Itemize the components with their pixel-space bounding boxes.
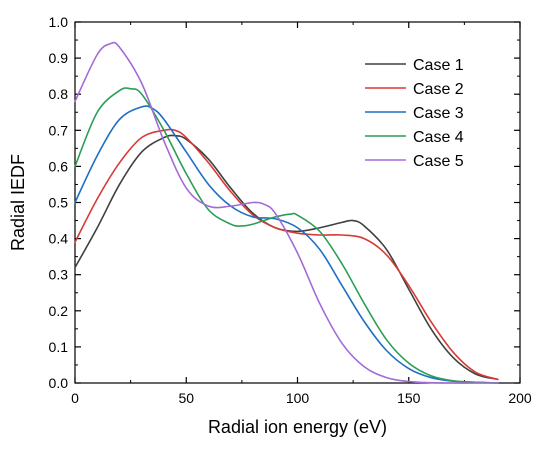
y-tick-label: 0.9 <box>49 50 69 66</box>
y-tick-label: 0.2 <box>49 303 69 319</box>
y-tick-label: 0.4 <box>49 231 69 247</box>
y-tick-label: 0.3 <box>49 267 69 283</box>
series-line-2 <box>74 128 499 381</box>
y-tick-label: 0.0 <box>49 375 69 391</box>
legend-label-1: Case 1 <box>413 57 464 74</box>
x-axis: 0 50 100 150 200 <box>71 22 532 406</box>
series-line-5 <box>74 41 499 384</box>
legend-label-3: Case 3 <box>413 105 464 122</box>
x-tick-label: 100 <box>286 390 310 406</box>
legend-label-5: Case 5 <box>413 153 464 170</box>
x-tick-label: 50 <box>178 390 194 406</box>
y-tick-label: 0.7 <box>49 122 69 138</box>
y-tick-label: 0.1 <box>49 339 69 355</box>
x-tick-label: 0 <box>71 390 79 406</box>
series-layer <box>74 41 499 384</box>
x-tick-label: 200 <box>508 390 532 406</box>
legend: Case 1 Case 2 Case 3 Case 4 Case 5 <box>365 57 464 170</box>
y-tick-label: 0.8 <box>49 86 69 102</box>
x-tick-label: 150 <box>397 390 421 406</box>
y-tick-label: 0.6 <box>49 158 69 174</box>
y-axis-title: Radial IEDF <box>8 154 28 251</box>
y-tick-label: 0.5 <box>49 195 69 211</box>
series-line-3 <box>74 105 499 384</box>
x-axis-title: Radial ion energy (eV) <box>208 417 387 437</box>
y-axis: 0.0 0.1 0.2 0.3 0.4 0.5 0.6 0.7 0.8 0.9 1.0 <box>49 14 520 391</box>
y-tick-label: 1.0 <box>49 14 69 30</box>
legend-label-4: Case 4 <box>413 129 464 146</box>
series-line-4 <box>74 87 499 384</box>
legend-label-2: Case 2 <box>413 81 464 98</box>
